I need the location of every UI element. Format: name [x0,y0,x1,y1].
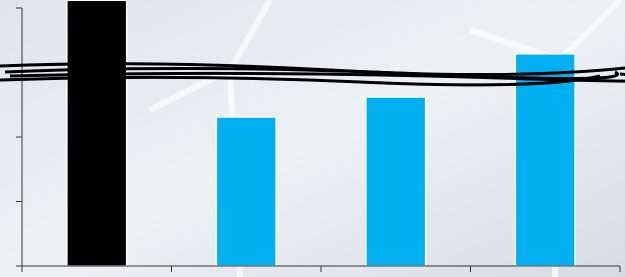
bar [67,0,127,266]
page: (() => { const data = JSON.parse(documen… [0,0,625,277]
chart [0,0,625,277]
bar [216,117,276,266]
bar [515,54,575,266]
bar [366,97,426,266]
